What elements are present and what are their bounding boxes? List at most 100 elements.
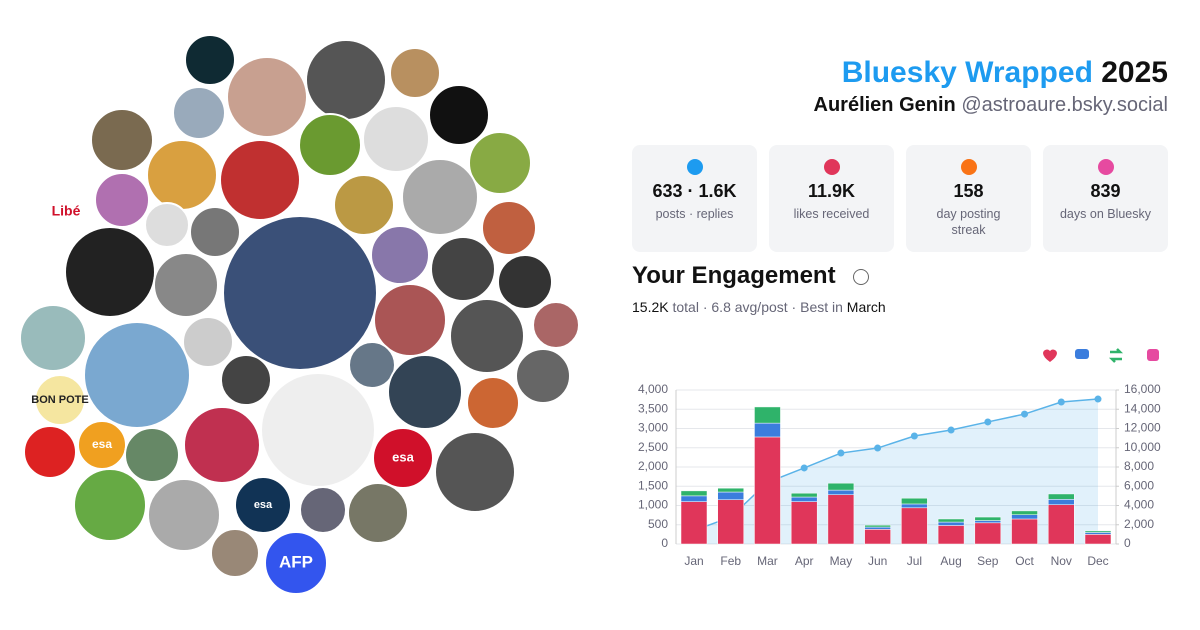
stat-label: days on Bluesky [1059, 207, 1152, 221]
y-tick-label: 1,500 [638, 478, 668, 492]
bar-segment [717, 487, 744, 493]
bar-segment [790, 496, 818, 502]
bar-segment [901, 497, 928, 505]
y-tick-label: 2,500 [638, 440, 668, 454]
avatar [222, 215, 378, 371]
avatar [184, 34, 236, 86]
avatar [34, 374, 86, 426]
stat-card: 839 days on Bluesky [1043, 145, 1168, 252]
bar-segment [1048, 499, 1075, 505]
year: 2025 [1101, 56, 1168, 89]
avatar [299, 486, 347, 534]
y-tick-label: 500 [648, 517, 668, 531]
bar-segment [864, 526, 891, 530]
avatar [373, 283, 447, 357]
avatar [220, 354, 272, 406]
avatar [172, 86, 226, 140]
bar-segment [864, 529, 891, 545]
avatar [515, 348, 571, 404]
avatar [466, 376, 520, 430]
line-point [910, 432, 918, 440]
avatar-logo: Libé [52, 203, 81, 219]
avatar-logo: esa [92, 437, 112, 451]
avatar [64, 226, 156, 318]
y2-tick-label: 8,000 [1124, 459, 1154, 473]
bar-segment [864, 524, 891, 528]
avatar [298, 113, 362, 177]
y-tick-label: 3,000 [638, 421, 668, 435]
x-tick-label: Apr [795, 554, 814, 568]
bar-segment [937, 518, 965, 523]
avatar [19, 304, 87, 372]
bar-segment [717, 499, 744, 545]
stat-icon [823, 159, 840, 175]
y2-tick-label: 16,000 [1124, 382, 1161, 396]
avatar [37, 183, 95, 241]
line-point [947, 426, 955, 434]
line-point [984, 418, 992, 426]
x-tick-label: Aug [940, 554, 961, 568]
avatar [333, 174, 395, 236]
bar-segment [827, 489, 855, 495]
avatar [481, 200, 537, 256]
y2-tick-label: 6,000 [1124, 478, 1154, 492]
x-tick-label: Sep [977, 554, 999, 568]
y-tick-label: 4,000 [638, 382, 668, 396]
line-point [1021, 410, 1029, 418]
avatar [210, 528, 260, 578]
total: 15.2K [632, 299, 669, 315]
avatar [389, 47, 441, 99]
x-tick-label: May [830, 554, 853, 568]
avatar [264, 531, 328, 595]
bar-segment [1048, 504, 1075, 545]
bar-segment [974, 516, 1002, 521]
y2-tick-label: 12,000 [1124, 421, 1161, 435]
user-handle: @astroaure.bsky.social [961, 94, 1168, 116]
avatar [370, 225, 430, 285]
avatar [189, 206, 241, 258]
bar-segment [754, 422, 781, 438]
stat-label: likes received [793, 207, 870, 221]
avatar [183, 406, 261, 484]
stat-value: 158 [953, 181, 984, 201]
avatar-logo: esa [254, 499, 273, 511]
y2-tick-label: 0 [1124, 536, 1131, 550]
avatar [144, 202, 190, 248]
y2-tick-label: 10,000 [1124, 440, 1161, 454]
info-icon[interactable] [853, 269, 869, 285]
stat-icon [960, 159, 977, 175]
avatar [124, 427, 180, 483]
bar-segment [974, 522, 1002, 545]
user: Aurélien Genin @astroaure.bsky.social [814, 94, 1169, 117]
x-tick-label: Jun [868, 554, 887, 568]
bar-segment [1048, 493, 1075, 500]
bar-segment [1084, 534, 1112, 545]
x-tick-label: Jan [684, 554, 703, 568]
bar-segment [790, 492, 818, 498]
y-tick-label: 3,500 [638, 401, 668, 415]
line-point [837, 449, 845, 457]
stat-card: 11.9K likes received [769, 145, 894, 252]
best-month: March [846, 299, 886, 315]
bar-segment [754, 406, 781, 424]
x-tick-label: Mar [757, 554, 778, 568]
avatar [497, 254, 553, 310]
avatar [305, 39, 387, 121]
bar-segment [827, 482, 855, 491]
bar-segment [974, 520, 1002, 524]
bar-segment [937, 521, 965, 526]
legend-icons [1043, 348, 1159, 363]
stat-label: posts · replies [655, 207, 734, 221]
bar-segment [1011, 514, 1038, 520]
bar-segment [754, 436, 781, 545]
x-tick-label: Nov [1051, 554, 1072, 568]
bar-segment [827, 494, 855, 545]
stat-value: 11.9K [807, 181, 856, 201]
avatar [387, 354, 463, 430]
avatar [260, 372, 376, 488]
stat-card: 633 · 1.6K posts · replies [632, 145, 757, 252]
avatar [468, 131, 532, 195]
bar-segment [901, 507, 928, 545]
